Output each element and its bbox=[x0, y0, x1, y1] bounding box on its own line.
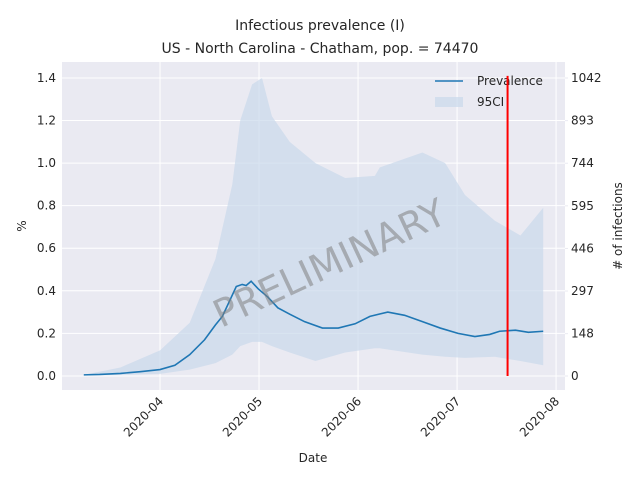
y-tick-label: 0.8 bbox=[37, 199, 56, 213]
y2-tick-label: 893 bbox=[571, 114, 594, 128]
y2-tick-label: 297 bbox=[571, 284, 594, 298]
y2-tick-label: 744 bbox=[571, 156, 594, 170]
legend-label: 95CI bbox=[477, 95, 504, 109]
legend-swatch bbox=[435, 97, 463, 107]
y2-tick-label: 446 bbox=[571, 241, 594, 255]
legend-label: Prevalence bbox=[477, 74, 543, 88]
chart-title: Infectious prevalence (I) bbox=[235, 18, 405, 34]
y2-tick-label: 148 bbox=[571, 327, 594, 341]
x-tick-label: 2020-07 bbox=[418, 394, 463, 439]
x-tick-label: 2020-04 bbox=[121, 394, 166, 439]
y-tick-label: 0.4 bbox=[37, 284, 56, 298]
y-tick-label: 0.2 bbox=[37, 326, 56, 340]
y-tick-label: 1.4 bbox=[37, 71, 56, 85]
confidence-band bbox=[83, 77, 544, 376]
x-tick-label: 2020-05 bbox=[220, 394, 265, 439]
line bbox=[83, 280, 544, 376]
y2-tick-label: 1042 bbox=[571, 71, 602, 85]
chart-subtitle: US - North Carolina - Chatham, pop. = 74… bbox=[162, 41, 479, 57]
y-tick-label: 0.6 bbox=[37, 241, 56, 255]
x-tick-label: 2020-08 bbox=[517, 394, 562, 439]
y-axis-label: % bbox=[15, 220, 29, 231]
y-tick-label: 1.0 bbox=[37, 156, 56, 170]
y2-axis-label: # of infections bbox=[611, 182, 625, 270]
x-axis-label: Date bbox=[299, 451, 328, 465]
y-tick-label: 1.2 bbox=[37, 114, 56, 128]
y-tick-label: 0.0 bbox=[37, 369, 56, 383]
y2-tick-label: 595 bbox=[571, 199, 594, 213]
y2-tick-label: 0 bbox=[571, 369, 579, 383]
x-tick-label: 2020-06 bbox=[319, 394, 364, 439]
